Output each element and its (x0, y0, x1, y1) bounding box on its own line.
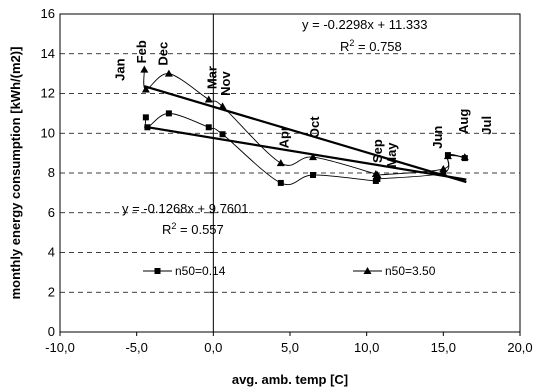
x-tick-label: -10,0 (45, 340, 75, 355)
x-tick-label: 5,0 (281, 340, 299, 355)
legend: n50=0.14 n50=3.50 (143, 264, 436, 278)
y-tick-label: 12 (41, 86, 55, 101)
data-point-square (144, 124, 151, 131)
trendline-high-equation: y = -0.2298x + 11.333 (302, 17, 428, 32)
x-tick-label: 20,0 (507, 340, 532, 355)
series-line-n50=0.14 (144, 112, 465, 185)
x-tick-label: 15,0 (431, 340, 456, 355)
month-label: Mar (204, 66, 219, 89)
month-label: Dec (155, 42, 170, 66)
data-point-triangle (439, 165, 448, 173)
month-label: Sep (370, 139, 385, 163)
series-line-n50=3.50 (143, 69, 465, 177)
y-tick-label: 16 (41, 6, 55, 21)
data-point-square (374, 175, 381, 182)
data-point-triangle (309, 153, 317, 161)
data-point-triangle (204, 95, 213, 103)
x-axis-title: avg. amb. temp [C] (232, 372, 348, 387)
x-tick-label: -5,0 (125, 340, 147, 355)
data-point-triangle (373, 170, 382, 178)
month-label: Oct (307, 116, 322, 138)
trendline-low-equation: y = -0.1268x + 9.7601 (122, 201, 248, 216)
x-tick-label: 0,0 (204, 340, 222, 355)
data-point-triangle (164, 69, 173, 77)
y-tick-label: 10 (41, 125, 55, 140)
data-point-square (440, 170, 447, 176)
data-point-triangle (140, 65, 149, 73)
legend-label: n50=0.14 (175, 264, 226, 278)
y-tick-label: 4 (48, 245, 55, 260)
legend-marker-square (154, 268, 161, 274)
y-tick-label: 14 (41, 46, 55, 61)
data-point-square (165, 110, 172, 117)
data-point-square (277, 179, 284, 186)
data-point-square (142, 114, 149, 121)
month-label: Jan (112, 58, 127, 80)
data-point-square (205, 124, 212, 131)
data-point-square (219, 131, 226, 138)
y-axis-title: monthly energy consumption [kWh/(m2)] (8, 47, 23, 300)
y-tick-label: 0 (48, 324, 55, 339)
trendline-high-r2: R2 = 0.758 (340, 38, 402, 54)
y-tick-label: 8 (48, 165, 55, 180)
data-point-square (310, 171, 316, 178)
legend-label: n50=3.50 (385, 264, 436, 278)
data-point-triangle (218, 102, 227, 110)
data-point-triangle (460, 153, 469, 161)
x-tick-label: 10,0 (354, 340, 379, 355)
month-label: Aug (456, 109, 471, 134)
month-label: May (384, 142, 399, 168)
month-label: Jul (479, 116, 494, 135)
month-label: Apr (276, 126, 291, 148)
plot-area: 0 2 4 6 8 10 12 14 16 -10,0 -5,0 0,0 5,0 10,0 15,0 20,0… (8, 6, 533, 387)
data-point-triangle (141, 85, 150, 93)
y-tick-label: 2 (48, 284, 55, 299)
y-tick-label: 6 (48, 205, 55, 220)
month-label: Nov (218, 71, 233, 96)
month-label: Feb (134, 40, 149, 63)
data-point-triangle (276, 159, 285, 167)
legend-marker-triangle (363, 267, 372, 274)
trendline-low-r2: R2 = 0.557 (162, 221, 224, 237)
data-point-triangle (443, 152, 452, 160)
month-label: Jun (430, 126, 445, 149)
trendline (144, 125, 467, 181)
trendline (144, 85, 467, 184)
